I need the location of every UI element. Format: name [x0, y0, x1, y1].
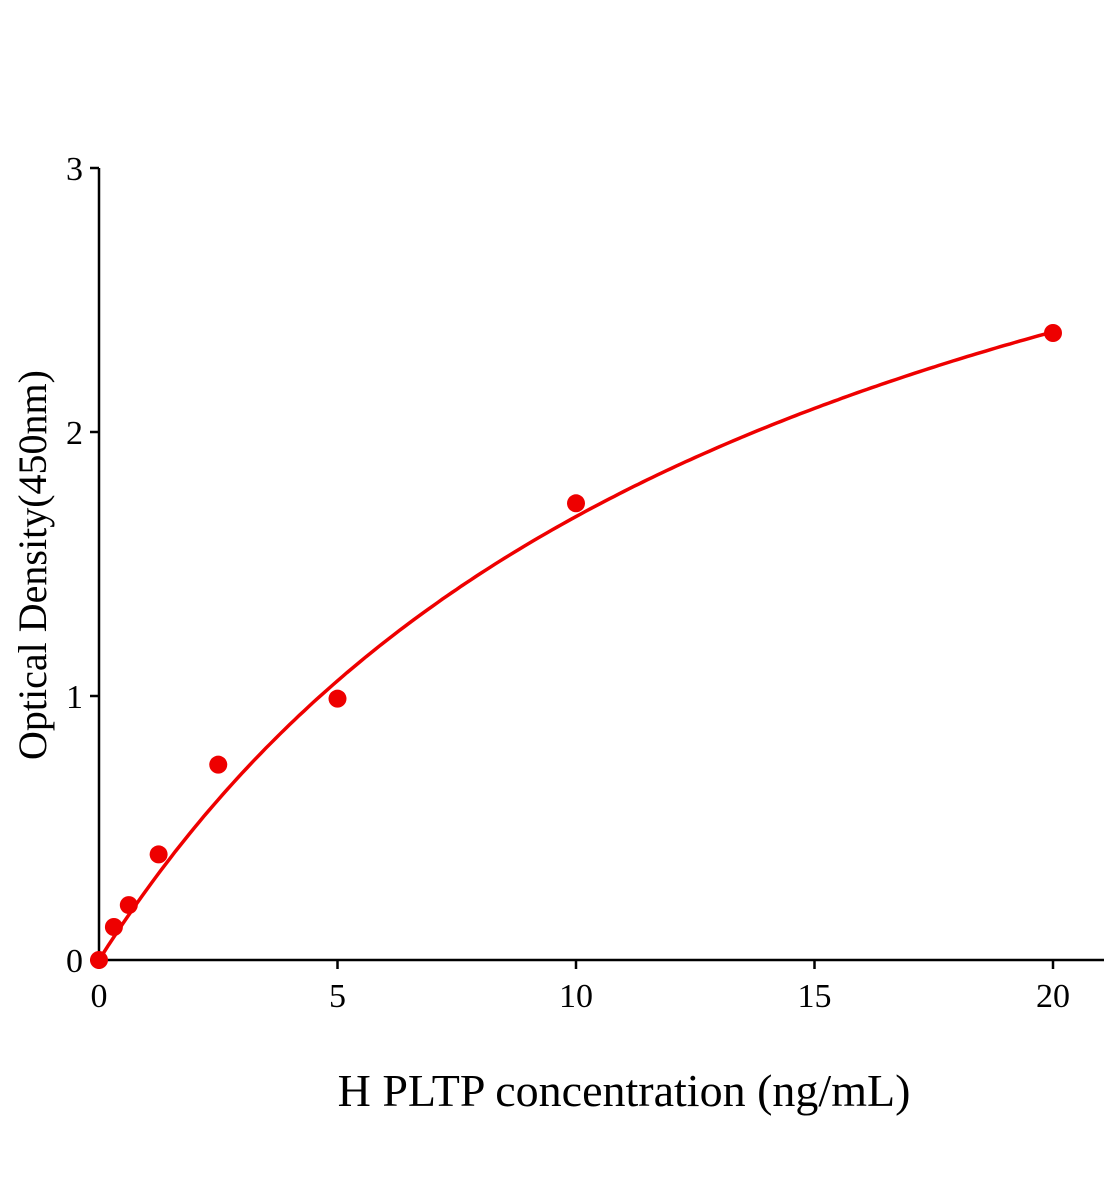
y-tick-label: 0 — [66, 943, 83, 980]
x-tick-label: 20 — [1036, 978, 1070, 1015]
x-tick-label: 5 — [329, 978, 346, 1015]
x-axis-label: H PLTP concentration (ng/mL) — [338, 1065, 911, 1116]
data-point — [1044, 324, 1062, 342]
fit-curve — [97, 330, 1054, 961]
y-tick-label: 2 — [66, 415, 83, 452]
x-tick-label: 15 — [798, 978, 832, 1015]
data-point — [104, 918, 123, 936]
y-tick-label: 1 — [66, 679, 83, 716]
axes: 0 5 10 15 20 0 1 2 3 — [66, 151, 1104, 1015]
x-tick-label: 10 — [559, 978, 593, 1015]
data-point — [328, 689, 347, 708]
data-point — [90, 951, 108, 969]
y-tick-label: 3 — [66, 151, 83, 188]
data-point — [119, 896, 138, 915]
data-point — [567, 494, 585, 513]
y-axis-label: Optical Density(450nm) — [10, 370, 55, 760]
data-point — [149, 845, 168, 864]
x-tick-label: 0 — [91, 978, 108, 1015]
data-points — [90, 324, 1062, 969]
data-point — [209, 755, 228, 774]
